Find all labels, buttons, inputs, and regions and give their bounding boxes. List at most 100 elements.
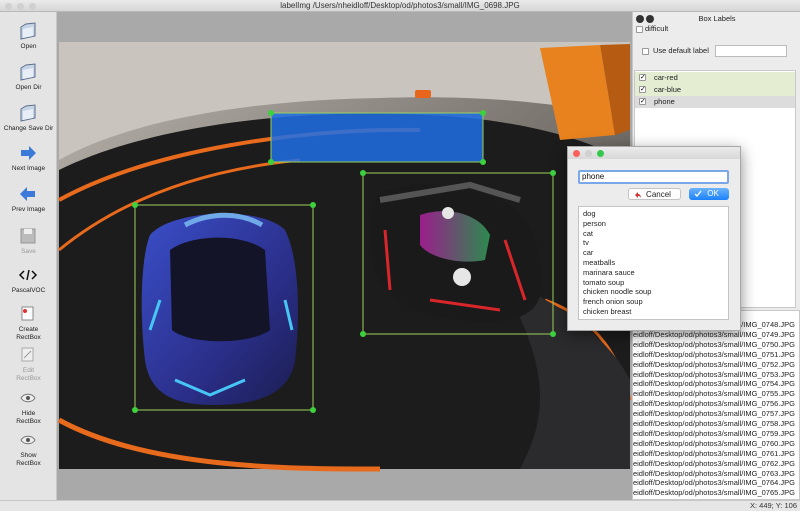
decoration	[170, 237, 270, 342]
label-option[interactable]: tomato soup	[583, 277, 625, 287]
file-row[interactable]: eidloff/Desktop/od/photos3/small/IMG_075…	[632, 359, 795, 369]
window-title: labelImg /Users/nheidloff/Desktop/od/pho…	[280, 1, 520, 10]
decoration	[132, 202, 138, 208]
decoration	[23, 27, 33, 38]
decoration	[550, 331, 556, 337]
decoration	[23, 350, 32, 359]
decoration	[415, 90, 431, 98]
panel-title: Box Labels	[698, 14, 736, 23]
tool-button-label[interactable]: PascalVOC	[11, 287, 46, 294]
file-row[interactable]: eidloff/Desktop/od/photos3/small/IMG_075…	[632, 389, 795, 399]
label-option[interactable]: marinara sauce	[583, 267, 635, 277]
tool-icon	[18, 269, 38, 281]
label-row[interactable]: ✓ phone	[635, 96, 795, 108]
dialog-title-bar	[568, 147, 740, 159]
car-red-box[interactable]	[362, 172, 554, 335]
decoration	[148, 299, 294, 397]
file-row[interactable]: eidloff/Desktop/od/photos3/small/IMG_075…	[632, 399, 795, 409]
label-option[interactable]: meatballs	[583, 258, 616, 267]
minimize-button[interactable]	[17, 3, 24, 10]
label-row[interactable]: ✓ car-blue	[635, 84, 795, 96]
file-row[interactable]: eidloff/Desktop/od/photos3/small/IMG_075…	[632, 419, 795, 428]
bounding-boxes	[132, 110, 556, 413]
file-row[interactable]: eidloff/Desktop/od/photos3/small/IMG_075…	[632, 339, 795, 349]
tool-button-label[interactable]: Show RectBox	[16, 452, 41, 467]
cancel-icon	[635, 192, 641, 198]
decoration	[310, 407, 316, 413]
ok-button[interactable]: OK	[689, 188, 729, 200]
file-row[interactable]: eidloff/Desktop/od/photos3/small/IMG_076…	[632, 478, 795, 488]
panel-controls	[636, 15, 654, 23]
phone-box[interactable]	[270, 112, 484, 163]
label-name: car-red	[654, 73, 678, 82]
default-label-text: Use default label	[653, 46, 709, 55]
file-row[interactable]: eidloff/Desktop/od/photos3/small/IMG_076…	[632, 458, 795, 468]
file-row[interactable]: eidloff/Desktop/od/photos3/small/IMG_075…	[632, 369, 795, 379]
default-label-checkbox[interactable]	[642, 48, 649, 55]
panel-float[interactable]	[646, 15, 654, 23]
dialog-zoom[interactable]	[597, 150, 604, 157]
file-row[interactable]: eidloff/Desktop/od/photos3/small/IMG_076…	[632, 438, 795, 448]
label-option[interactable]: dog	[583, 209, 596, 218]
label-row[interactable]: ✓ car-red	[635, 72, 795, 84]
cursor-position: X: 449; Y: 106	[750, 501, 797, 510]
label-checkbox[interactable]: ✓	[639, 98, 646, 105]
tool-button-label[interactable]: Change Save Dir	[3, 125, 54, 132]
decoration	[26, 438, 30, 442]
tool-button-label[interactable]: Create RectBox	[16, 326, 41, 341]
close-button[interactable]	[5, 3, 12, 10]
file-row[interactable]: eidloff/Desktop/od/photos3/small/IMG_075…	[632, 409, 795, 419]
label-option[interactable]: french onion soup	[583, 297, 643, 307]
tool-icon	[21, 306, 34, 321]
tool-button-label[interactable]: Next Image	[11, 165, 46, 172]
label-input[interactable]: phone	[578, 170, 729, 184]
tool-icon	[20, 63, 36, 81]
file-row[interactable]: eidloff/Desktop/od/photos3/small/IMG_076…	[632, 448, 795, 458]
file-row[interactable]: eidloff/Desktop/od/photos3/small/IMG_076…	[632, 488, 795, 498]
decoration	[360, 170, 366, 176]
difficult-checkbox[interactable]	[636, 26, 643, 33]
file-row[interactable]: eidloff/Desktop/od/photos3/small/IMG_075…	[632, 428, 795, 438]
label-option[interactable]: tv	[583, 238, 589, 248]
decoration	[268, 159, 274, 165]
decoration	[268, 110, 274, 116]
image-canvas[interactable]	[57, 12, 632, 500]
decoration	[23, 109, 33, 120]
difficult-label: difficult	[645, 24, 669, 33]
file-row[interactable]: eidloff/Desktop/od/photos3/small/IMG_076…	[632, 468, 795, 478]
label-option[interactable]: car	[583, 248, 594, 258]
tool-button-label[interactable]: Open	[20, 43, 37, 50]
file-row[interactable]: eidloff/Desktop/od/photos3/small/IMG_075…	[632, 379, 795, 389]
tool-button-label[interactable]: Hide RectBox	[16, 410, 41, 425]
decoration	[420, 211, 490, 262]
decoration	[23, 68, 33, 79]
cancel-button[interactable]: Cancel	[628, 188, 681, 200]
decoration	[550, 170, 556, 176]
file-row[interactable]: eidloff/Desktop/od/photos3/small/IMG_075…	[632, 349, 795, 359]
decoration	[310, 202, 316, 208]
tool-icon	[21, 347, 34, 362]
panel-close[interactable]	[636, 15, 644, 23]
tool-icon	[20, 187, 35, 201]
tool-icon	[20, 22, 36, 40]
zoom-button[interactable]	[29, 3, 36, 10]
file-row[interactable]: eidloff/Desktop/od/photos3/small/IMG_074…	[632, 329, 795, 339]
tool-button-label[interactable]: Open Dir	[15, 84, 42, 91]
label-option[interactable]: chicken breast	[583, 307, 632, 316]
car-blue-box[interactable]	[134, 204, 314, 411]
tool-button-label: Save	[21, 248, 36, 255]
dialog-close[interactable]	[573, 150, 580, 157]
decoration	[21, 306, 34, 321]
decoration	[442, 207, 454, 219]
default-label-input[interactable]	[715, 45, 787, 57]
label-checkbox[interactable]: ✓	[639, 74, 646, 81]
label-option[interactable]: chicken noodle soup	[583, 287, 652, 297]
decoration	[383, 229, 527, 312]
decoration	[635, 192, 641, 198]
tool-button-label[interactable]: Prev Image	[11, 206, 46, 213]
label-option[interactable]: person	[583, 218, 606, 228]
label-checkbox[interactable]: ✓	[639, 86, 646, 93]
label-option[interactable]: cat	[583, 228, 594, 238]
decoration	[600, 44, 630, 135]
